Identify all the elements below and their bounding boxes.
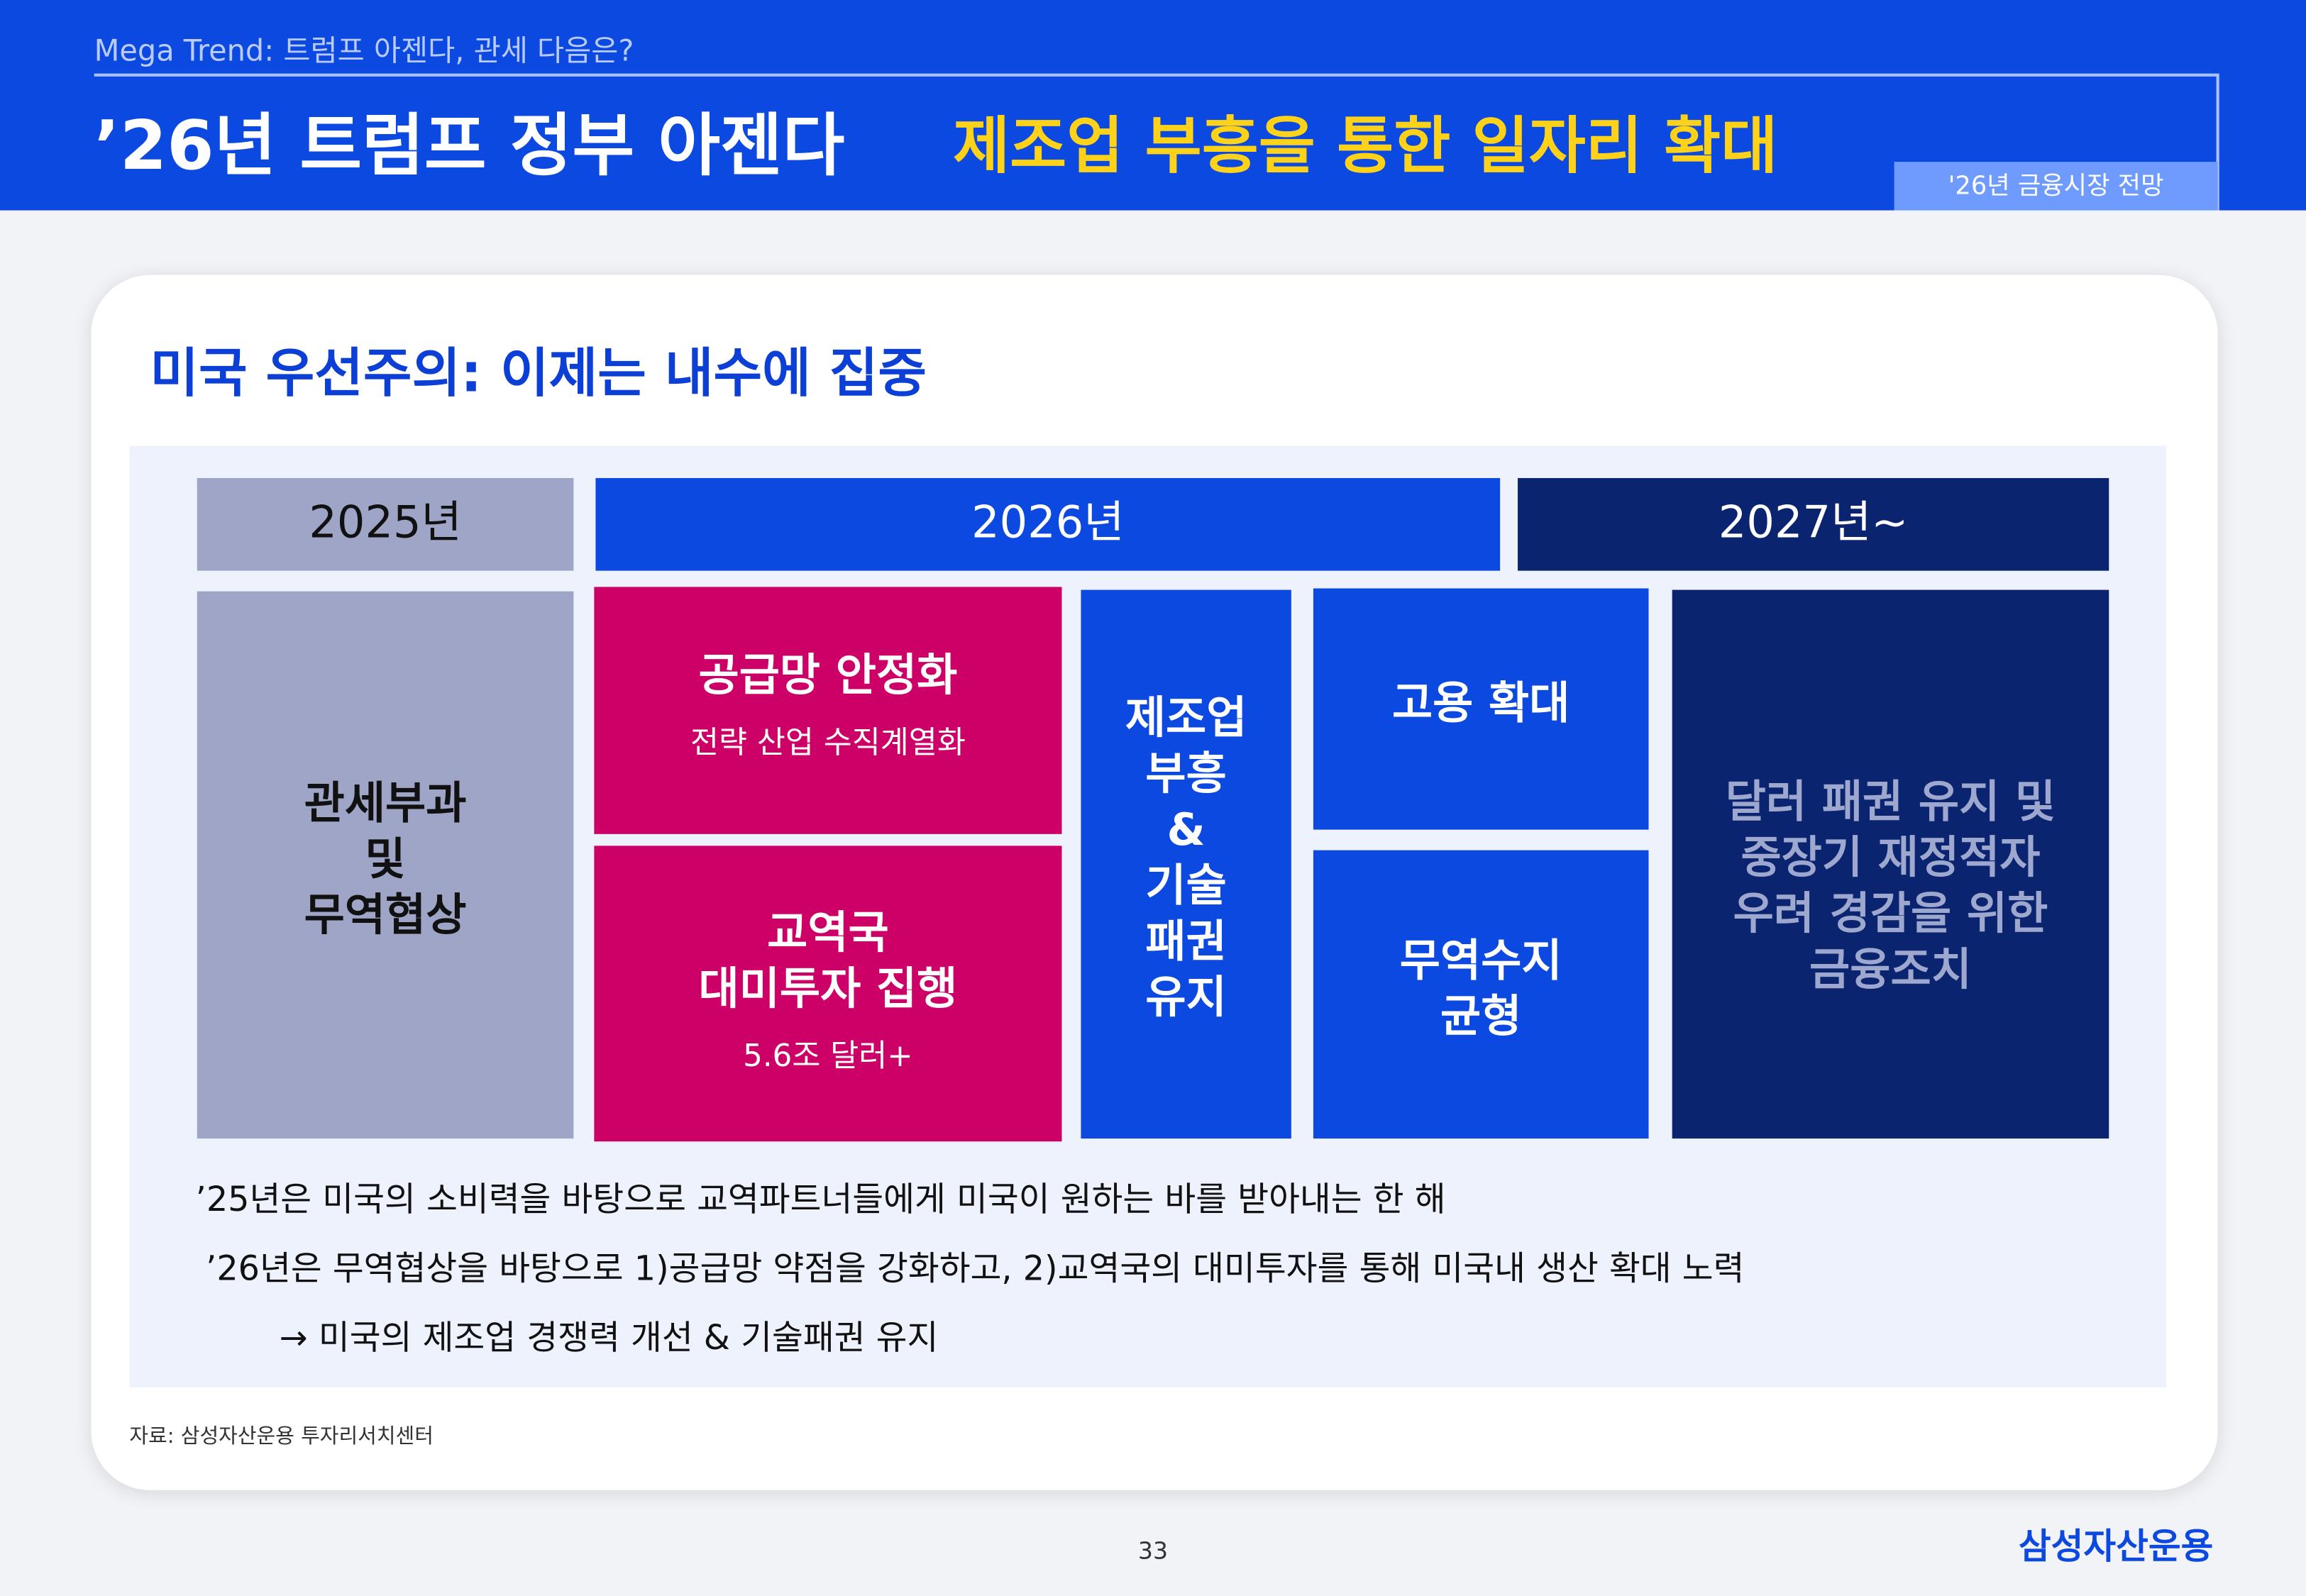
column-header bbox=[197, 477, 574, 571]
box-text: 달러 패권 유지 및 bbox=[1726, 775, 2056, 827]
column-header bbox=[1518, 477, 2109, 571]
note: ’26년은 무역협상을 바탕으로 1)공급망 약점을 강화하고, 2)교역국의 … bbox=[206, 1250, 1744, 1289]
agenda-box bbox=[1313, 850, 1649, 1139]
column-label: 2025년 bbox=[309, 496, 461, 548]
column-label: 2026년 bbox=[971, 496, 1124, 548]
agenda-box bbox=[594, 587, 1062, 834]
box-text: 무역협상 bbox=[304, 889, 467, 941]
header-title: ’26년 트럼프 정부 아젠다 bbox=[94, 106, 845, 185]
column-label: 2027년~ bbox=[1719, 496, 1909, 548]
box-text: 균형 bbox=[1440, 990, 1521, 1042]
box-text: 금융조치 bbox=[1809, 943, 1972, 995]
tag-box bbox=[1894, 162, 2218, 211]
box-text: & bbox=[1167, 804, 1206, 855]
box-text: 대미투자 집행 bbox=[699, 963, 958, 1014]
box-text: 기술 bbox=[1145, 860, 1226, 911]
header-subtitle: Mega Trend: 트럼프 아젠다, 관세 다음은? bbox=[94, 34, 634, 68]
agenda-box bbox=[1313, 588, 1649, 830]
logo: 삼성자산운용 bbox=[2019, 1526, 2214, 1567]
notes: ’25년은 미국의 소비력을 바탕으로 교역파트너들에게 미국이 원하는 바를 … bbox=[196, 1180, 1745, 1358]
agenda-box bbox=[1672, 589, 2109, 1139]
agenda-box bbox=[594, 846, 1062, 1142]
box-subtext: 5.6조 달러+ bbox=[743, 1038, 913, 1074]
box-text: 부흥 bbox=[1145, 748, 1226, 799]
box-text: 및 bbox=[365, 833, 405, 885]
box-text: 교역국 bbox=[767, 907, 889, 958]
note: → 미국의 제조업 경쟁력 개선 & 기술패권 유지 bbox=[280, 1319, 939, 1358]
box-text: 우려 경감을 위한 bbox=[1733, 887, 2048, 939]
box-text: 제조업 bbox=[1125, 692, 1247, 743]
page-number: 33 bbox=[1138, 1536, 1168, 1564]
box-text: 무역수지 bbox=[1400, 934, 1562, 986]
agenda-box bbox=[1081, 589, 1291, 1139]
agenda-box bbox=[197, 591, 574, 1139]
box-text: 유지 bbox=[1145, 971, 1226, 1023]
box-text: 고용 확대 bbox=[1392, 677, 1569, 728]
box-subtext: 전략 산업 수직계열화 bbox=[690, 725, 966, 760]
timeline-columns: 2025년 2026년 2027년~ bbox=[197, 477, 2109, 571]
source: 자료: 삼성자산운용 투자리서치센터 bbox=[129, 1424, 434, 1448]
card-heading: 미국 우선주의: 이제는 내수에 집중 bbox=[150, 342, 927, 404]
header-tag: '26년 금융시장 전망 bbox=[1948, 171, 2164, 200]
header-title-highlight: 제조업 부흥을 통한 일자리 확대 bbox=[953, 109, 1777, 182]
box-text: 관세부과 bbox=[304, 777, 467, 829]
box-text: 공급망 안정화 bbox=[699, 649, 958, 701]
box-text: 중장기 재정적자 bbox=[1740, 831, 2040, 883]
box-text: 패권 bbox=[1145, 915, 1226, 967]
note: ’25년은 미국의 소비력을 바탕으로 교역파트너들에게 미국이 원하는 바를 … bbox=[196, 1180, 1446, 1219]
column-header bbox=[595, 477, 1501, 571]
